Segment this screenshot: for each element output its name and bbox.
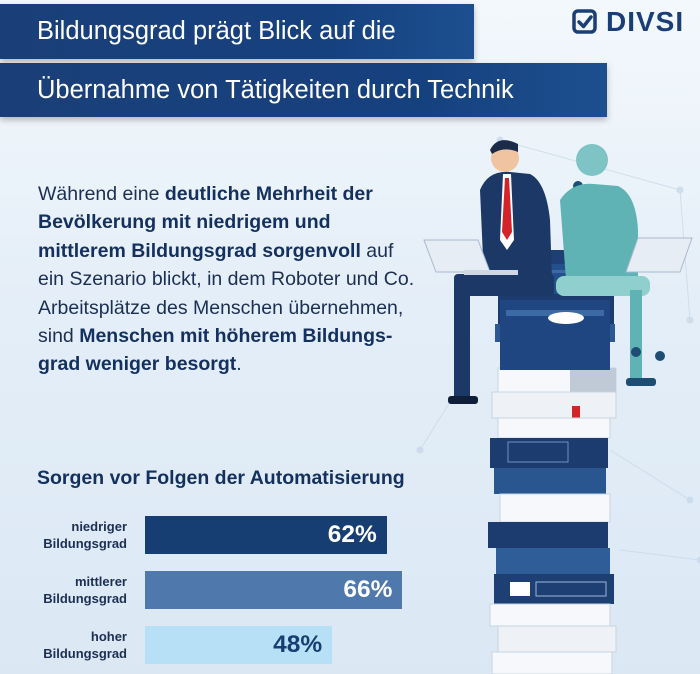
- intro-text-3: .: [236, 353, 242, 376]
- chart-title: Sorgen vor Folgen der Automatisierung: [37, 467, 405, 489]
- title-line-2: Übernahme von Tätigkeiten durch Technik: [37, 75, 514, 104]
- category-label-line: Bildungsgrad: [43, 646, 127, 661]
- bar: [145, 571, 403, 609]
- category-label-line: Bildungsgrad: [43, 591, 127, 606]
- category-label-line: hoher: [90, 629, 127, 644]
- intro-text-2: auf ein Szenario blickt, in dem Roboter …: [38, 239, 415, 348]
- logo-text: DIVSI: [606, 6, 685, 37]
- intro-bold-2: Menschen mit höherem Bildungs­grad wenig…: [38, 325, 393, 376]
- category-label-line: Bildungsgrad: [43, 536, 127, 551]
- businessman: [423, 140, 554, 404]
- intro-text-1: Während eine: [38, 183, 165, 205]
- illustration: [416, 136, 700, 674]
- bar-value-label: 62%: [327, 521, 377, 548]
- intro-bold-1: deutliche Mehrheit der Bevölkerung mit n…: [38, 183, 373, 262]
- divsi-logo: DIVSI: [572, 6, 684, 38]
- bar-value-label: 48%: [273, 631, 323, 658]
- intro-paragraph: Während eine deutliche Mehrheit der Bevö…: [38, 180, 418, 379]
- bar: [145, 626, 333, 664]
- category-label: hoher Bildungsgrad: [5, 628, 127, 662]
- category-label: niedriger Bildungsgrad: [5, 518, 127, 552]
- checkbox-logo-icon: [572, 9, 597, 34]
- category-label-line: mittlerer: [74, 574, 127, 589]
- category-label-line: niedriger: [71, 519, 127, 534]
- robot: [548, 144, 693, 386]
- title-banner-line-1: Bildungsgrad prägt Blick auf die: [0, 4, 474, 59]
- bar: [145, 516, 387, 554]
- category-label: mittlerer Bildungsgrad: [5, 573, 127, 607]
- bar-value-label: 66%: [343, 576, 393, 603]
- title-line-1: Bildungsgrad prägt Blick auf die: [37, 17, 396, 45]
- title-banner-line-2: Übernahme von Tätigkeiten durch Technik: [0, 63, 607, 117]
